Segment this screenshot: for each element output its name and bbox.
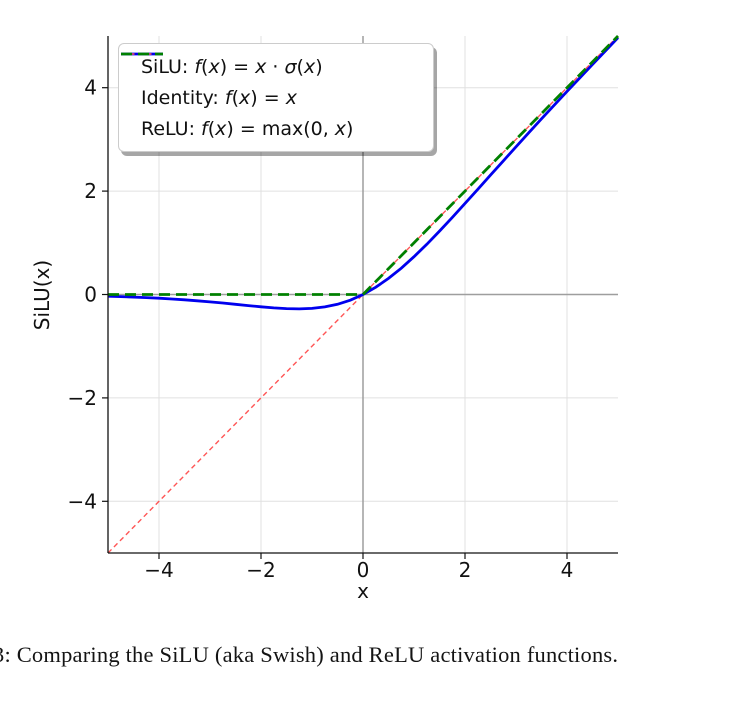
relu-legend-line — [121, 52, 163, 56]
legend-item-identity: Identity: f(x) = x — [121, 53, 423, 113]
x-tick-label: 4 — [561, 558, 574, 582]
legend-item-relu: ReLU: f(x) = max(0, x) — [121, 52, 423, 144]
x-tick-label: 0 — [357, 558, 370, 582]
y-axis-label: SiLU(x) — [30, 260, 54, 330]
figure-caption: 3: Comparing the SiLU (aka Swish) and Re… — [0, 642, 619, 667]
legend-label-silu: SiLU: f(x) = x ⋅ σ(x) — [141, 55, 323, 78]
x-tick-label: 2 — [459, 558, 472, 582]
y-tick-label: 4 — [84, 76, 97, 100]
x-axis-label: x — [357, 579, 369, 603]
series-lines — [107, 35, 620, 554]
tick-marks — [102, 87, 568, 559]
x-tick-label: −2 — [246, 558, 275, 582]
legend: SiLU: f(x) = x ⋅ σ(x) Identity: f(x) = x R… — [118, 43, 434, 152]
y-tick-label: 0 — [84, 283, 97, 307]
y-tick-label: −2 — [68, 386, 97, 410]
tick-labels: −4 −2 0 2 4 −4 −2 0 2 4 — [68, 76, 574, 582]
y-tick-label: 2 — [84, 179, 97, 203]
y-tick-label: −4 — [68, 489, 97, 513]
legend-label-identity: Identity: f(x) = x — [141, 86, 297, 109]
relu-line — [108, 35, 619, 296]
legend-item-silu: SiLU: f(x) = x ⋅ σ(x) — [121, 51, 423, 82]
x-tick-label: −4 — [144, 558, 173, 582]
legend-label-relu: ReLU: f(x) = max(0, x) — [141, 117, 354, 140]
